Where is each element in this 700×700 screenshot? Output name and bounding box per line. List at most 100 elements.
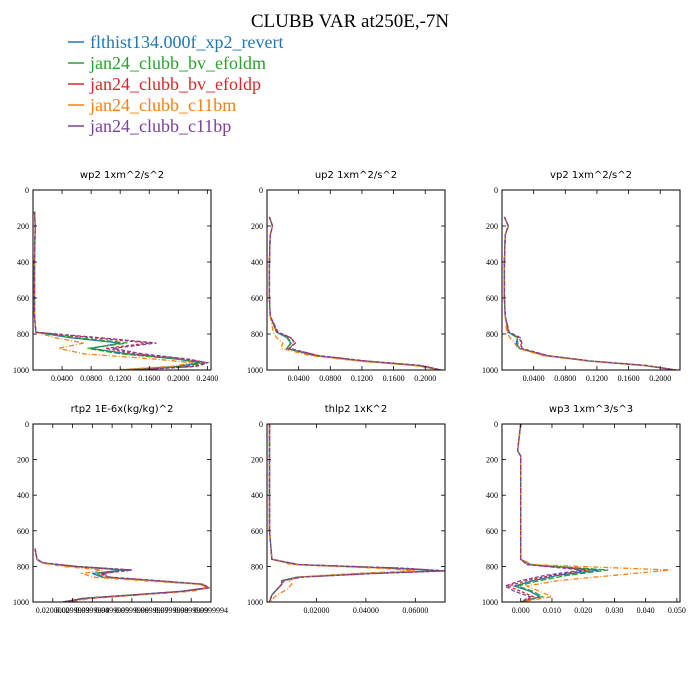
x-tick-label: 0.010 xyxy=(543,606,561,615)
y-tick-label: 0 xyxy=(25,420,29,429)
y-tick-label: 400 xyxy=(17,258,29,267)
series-line xyxy=(503,424,584,602)
series-line xyxy=(33,211,208,370)
series-line xyxy=(268,424,441,602)
plot-frame xyxy=(501,423,681,603)
x-tick-label: 0.0800 xyxy=(554,374,576,383)
x-tick-label: 0.0400 xyxy=(51,374,73,383)
y-tick-label: 200 xyxy=(251,456,263,465)
legend-label: jan24_clubb_c11bp xyxy=(89,116,231,136)
chart-panel: rtp2 1E-6x(kg/kg)^2 0 200 400 600 800 1000 0.02… xyxy=(13,404,228,615)
y-tick-label: 200 xyxy=(486,456,498,465)
legend-label: jan24_clubb_bv_efoldp xyxy=(89,74,261,94)
chart-panel: up2 1xm^2/s^2 0 200 400 600 800 1000 0.0400 0.08… xyxy=(247,170,446,383)
plot-frame xyxy=(32,423,212,603)
y-tick-label: 0 xyxy=(259,420,263,429)
y-tick-label: 0 xyxy=(259,186,263,195)
series-line xyxy=(268,424,416,602)
x-tick-label: 0.0400 xyxy=(523,374,545,383)
y-tick-label: 1000 xyxy=(482,598,498,607)
panel-title: up2 1xm^2/s^2 xyxy=(315,170,397,181)
x-tick-label: 0.2000 xyxy=(167,374,189,383)
panel-title: wp3 1xm^3/s^3 xyxy=(549,404,633,415)
series-line xyxy=(503,216,677,370)
series-line xyxy=(268,216,442,370)
series-line xyxy=(34,548,211,602)
x-tick-label: 0.1600 xyxy=(383,374,405,383)
series-line xyxy=(34,548,211,602)
x-tick-label: 0.030 xyxy=(605,606,623,615)
y-tick-label: 400 xyxy=(17,491,29,500)
figure-title: CLUBB VAR at250E,-7N xyxy=(251,11,450,32)
y-tick-label: 600 xyxy=(17,294,29,303)
y-tick-label: 200 xyxy=(486,222,498,231)
y-tick-label: 800 xyxy=(486,330,498,339)
y-tick-label: 1000 xyxy=(13,366,29,375)
y-tick-label: 1000 xyxy=(482,366,498,375)
chart-panel: wp3 1xm^3/s^3 0 200 400 600 800 1000 0.000 0.010… xyxy=(482,404,686,615)
x-tick-label: 0.020 xyxy=(574,606,592,615)
series-group xyxy=(33,211,210,370)
x-tick-label: 0.0899999 xyxy=(174,606,208,615)
panel-title: rtp2 1E-6x(kg/kg)^2 xyxy=(71,404,174,415)
x-tick-label: 0.0800 xyxy=(80,374,102,383)
y-tick-label: 1000 xyxy=(247,598,263,607)
series-group xyxy=(268,424,445,602)
series-line xyxy=(268,216,442,370)
x-tick-label: 0.2000 xyxy=(649,374,671,383)
series-line xyxy=(34,548,211,602)
x-tick-label: 0.040 xyxy=(637,606,655,615)
panel-title: thlp2 1xK^2 xyxy=(325,404,388,415)
x-tick-label: 0.0299999 xyxy=(56,606,90,615)
series-line xyxy=(268,216,442,370)
x-tick-label: 0.1200 xyxy=(586,374,608,383)
chart-panel: thlp2 1xK^2 0 200 400 600 800 1000 0.02000 0.040… xyxy=(247,404,446,615)
series-group xyxy=(503,216,677,370)
plot-frame xyxy=(501,189,681,371)
series-line xyxy=(503,216,677,370)
x-tick-label: 0.0799999 xyxy=(154,606,188,615)
y-tick-label: 200 xyxy=(251,222,263,231)
series-line xyxy=(33,211,210,370)
series-group xyxy=(503,424,671,602)
y-tick-label: 800 xyxy=(251,562,263,571)
chart-panel: vp2 1xm^2/s^2 0 200 400 600 800 1000 0.0400 0.08… xyxy=(482,170,681,383)
panel-title: vp2 1xm^2/s^2 xyxy=(550,170,632,181)
series-group xyxy=(34,548,211,602)
series-line xyxy=(515,424,609,602)
x-tick-label: 0.0200000 xyxy=(36,606,70,615)
plot-frame xyxy=(266,423,446,603)
plot-frame xyxy=(32,189,212,371)
series-line xyxy=(268,216,442,370)
legend-item: flthist134.000f_xp2_revert xyxy=(68,32,283,52)
y-tick-label: 600 xyxy=(17,527,29,536)
legend: flthist134.000f_xp2_revert jan24_clubb_b… xyxy=(68,32,283,136)
x-tick-label: 0.1200 xyxy=(351,374,373,383)
series-line xyxy=(34,548,209,602)
x-tick-label: 0.02000 xyxy=(303,606,329,615)
y-tick-label: 800 xyxy=(17,562,29,571)
x-tick-label: 0.1600 xyxy=(618,374,640,383)
x-tick-label: 0.2400 xyxy=(196,374,218,383)
y-tick-label: 400 xyxy=(251,258,263,267)
x-tick-label: 0.0400 xyxy=(288,374,310,383)
series-line xyxy=(33,211,204,370)
x-tick-label: 0.050 xyxy=(668,606,686,615)
series-line xyxy=(512,424,599,602)
y-tick-label: 400 xyxy=(486,491,498,500)
series-line xyxy=(33,211,201,370)
chart-panel: wp2 1xm^2/s^2 0 200 400 600 800 1000 0.0400 0.08… xyxy=(13,170,218,383)
legend-item: jan24_clubb_c11bp xyxy=(68,116,231,136)
series-line xyxy=(268,424,443,602)
x-tick-label: 0.06000 xyxy=(402,606,428,615)
y-tick-label: 800 xyxy=(251,330,263,339)
x-tick-label: 0.0499999 xyxy=(95,606,129,615)
legend-label: jan24_clubb_bv_efoldm xyxy=(89,53,266,73)
series-line xyxy=(34,548,211,602)
y-tick-label: 800 xyxy=(486,562,498,571)
x-tick-label: 0.0999994 xyxy=(194,606,228,615)
y-tick-label: 0 xyxy=(25,186,29,195)
x-tick-label: 0.0699999 xyxy=(135,606,169,615)
series-line xyxy=(268,424,445,602)
